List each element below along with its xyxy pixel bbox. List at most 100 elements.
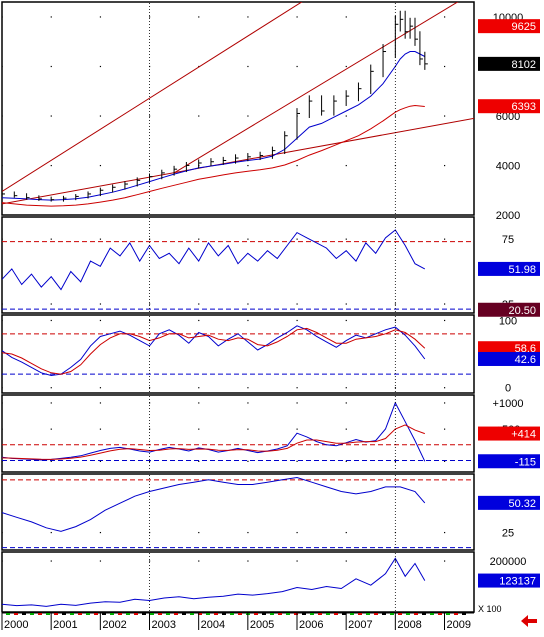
month-tick [222, 613, 226, 615]
grid-dot [1, 319, 3, 322]
month-tick [14, 613, 18, 615]
month-tick [390, 613, 394, 615]
value-badge-text: -115 [515, 456, 536, 468]
month-tick [302, 613, 306, 615]
value-badge [478, 56, 540, 71]
grid-dot [50, 460, 52, 462]
month-tick [78, 613, 82, 615]
y-tick-label: 6000 [496, 111, 520, 123]
back-arrow-icon[interactable] [521, 615, 537, 627]
month-tick [198, 613, 202, 615]
month-tick [334, 613, 338, 615]
month-tick [278, 613, 282, 615]
y-tick-label: 100 [499, 315, 517, 327]
grid-dot [444, 303, 446, 305]
panel-frame [1, 473, 475, 551]
grid-dot [1, 428, 3, 430]
grid-dot [50, 319, 52, 322]
grid-dot [198, 402, 200, 404]
grid-dot [345, 428, 347, 430]
y-tick-label: 2000 [496, 210, 520, 222]
grid-dot [444, 238, 446, 240]
month-tick [38, 613, 42, 615]
month-tick [46, 613, 50, 615]
grid-dot [444, 560, 446, 562]
y-tick-label: 75 [502, 234, 514, 246]
month-tick [94, 613, 98, 615]
panel-frame [1, 216, 475, 314]
value-badge [478, 573, 540, 588]
month-tick [398, 613, 402, 615]
x-tick-label: 2009 [447, 619, 471, 631]
grid-dot [296, 164, 298, 167]
grid-dot [99, 164, 102, 167]
grid-dot [296, 319, 298, 322]
month-tick [262, 613, 266, 615]
grid-dot [1, 303, 3, 305]
grid-dot [99, 319, 102, 322]
month-tick [6, 613, 10, 615]
value-badge-text: 50.32 [508, 498, 536, 510]
grid-dot [149, 115, 151, 117]
month-tick [342, 613, 346, 615]
grid-dot [444, 531, 446, 534]
trend-line [173, 2, 459, 174]
grid-dot [296, 560, 298, 562]
month-tick [254, 613, 258, 615]
month-tick [86, 613, 90, 615]
value-badge-text: 51.98 [508, 264, 536, 276]
grid-dot [1, 238, 3, 240]
grid-dots [1, 16, 446, 167]
month-tick [214, 613, 218, 615]
month-tick [382, 613, 386, 615]
month-tick [102, 613, 106, 615]
y-tick-label: 0 [505, 383, 511, 395]
value-badge-text: 123137 [499, 576, 536, 588]
grid-dot [99, 460, 102, 462]
x-tick-label: 2004 [201, 619, 225, 631]
grid-dot [247, 115, 249, 117]
grid-dot [296, 238, 298, 240]
grid-dot [345, 531, 347, 534]
grid-dot [345, 65, 347, 68]
grid-dot [296, 65, 298, 68]
grid-dot [296, 460, 298, 462]
value-badge [478, 302, 540, 317]
grid-dot [247, 428, 249, 430]
grid-dot [99, 303, 102, 305]
grid-dot [1, 560, 3, 562]
grid-dot [50, 115, 52, 117]
series-signal-line [2, 424, 425, 460]
value-badge-text: +414 [511, 429, 536, 441]
grid-dot [247, 387, 249, 389]
panel-frame [1, 314, 475, 394]
grid-dot [1, 531, 3, 534]
value-badge-text: 8102 [512, 59, 536, 71]
grid-dot [1, 387, 3, 389]
series-ma_slow-line [2, 104, 425, 207]
month-tick [286, 613, 290, 615]
x-axis-unit-label: X 100 [478, 604, 502, 614]
grid-dot [296, 428, 298, 430]
grid-dot [345, 238, 347, 240]
grid-dot [1, 402, 3, 404]
month-tick [166, 613, 170, 615]
month-tick [70, 613, 74, 615]
x-axis: 2000 2001 2002 2003 2004 2005 2006 2007 2008 2009 [1, 612, 474, 631]
grid-dot [247, 460, 249, 462]
value-badge [478, 99, 540, 114]
y-tick-label: 200000 [490, 556, 527, 568]
grid-dot [345, 164, 347, 167]
grid-dot [345, 115, 347, 117]
month-tick [430, 613, 434, 615]
month-tick [438, 613, 442, 615]
value-badge [478, 495, 540, 510]
month-tick [142, 613, 146, 615]
month-tick [206, 613, 210, 615]
grid-dot [149, 319, 151, 322]
grid-dot [247, 319, 249, 322]
grid-dot [247, 16, 249, 18]
value-badge [478, 426, 540, 441]
